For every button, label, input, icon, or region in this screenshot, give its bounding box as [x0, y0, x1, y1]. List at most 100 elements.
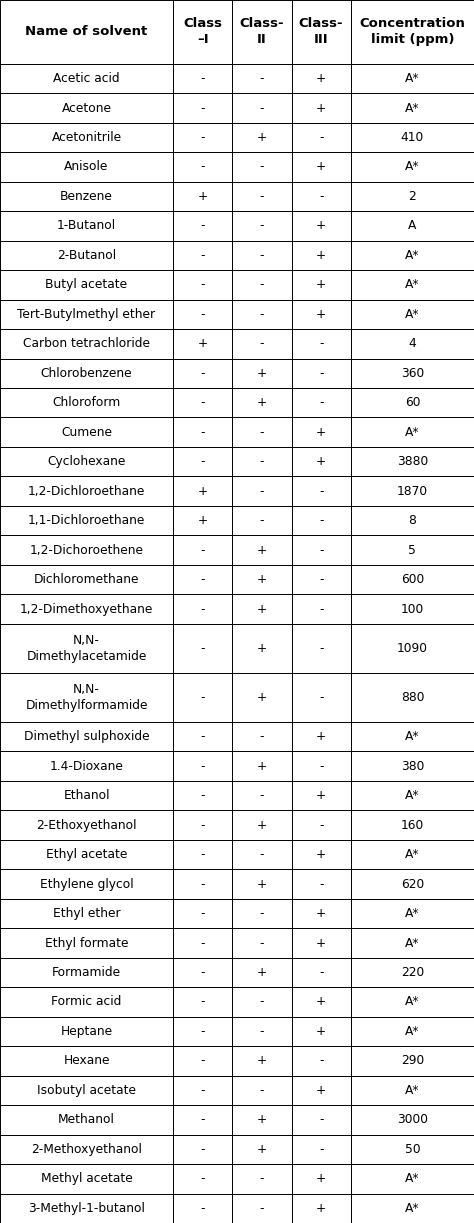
Bar: [232, 1076, 292, 1106]
Text: A*: A*: [405, 1173, 419, 1185]
Text: 50: 50: [405, 1142, 420, 1156]
Text: -: -: [319, 759, 323, 773]
Text: Carbon tetrachloride: Carbon tetrachloride: [23, 338, 150, 350]
Text: Acetone: Acetone: [62, 102, 111, 115]
Bar: [232, 388, 292, 417]
Text: -: -: [201, 455, 205, 468]
Bar: [351, 122, 474, 152]
Bar: [232, 0, 292, 64]
Bar: [292, 958, 351, 987]
Text: N,N-
Dimethylacetamide: N,N- Dimethylacetamide: [27, 634, 146, 663]
Bar: [173, 1135, 232, 1164]
Bar: [0, 1076, 173, 1106]
Text: +: +: [316, 455, 326, 468]
Bar: [232, 565, 292, 594]
Text: -: -: [201, 996, 205, 1009]
Bar: [173, 811, 232, 840]
Bar: [0, 1194, 173, 1223]
Text: -: -: [201, 789, 205, 802]
Text: -: -: [319, 514, 323, 527]
Bar: [232, 811, 292, 840]
Text: 1090: 1090: [397, 642, 428, 654]
Text: +: +: [257, 1113, 267, 1126]
Text: -: -: [319, 818, 323, 832]
Text: A*: A*: [405, 789, 419, 802]
Bar: [0, 506, 173, 536]
Text: -: -: [260, 102, 264, 115]
Bar: [292, 536, 351, 565]
Text: -: -: [201, 937, 205, 949]
Bar: [0, 182, 173, 212]
Bar: [292, 446, 351, 477]
Text: 380: 380: [401, 759, 424, 773]
Bar: [351, 781, 474, 811]
Bar: [351, 840, 474, 870]
Bar: [0, 300, 173, 329]
Bar: [232, 722, 292, 751]
Text: -: -: [260, 249, 264, 262]
Text: 220: 220: [401, 966, 424, 978]
Bar: [0, 811, 173, 840]
Text: -: -: [319, 603, 323, 615]
Bar: [173, 624, 232, 673]
Text: Formic acid: Formic acid: [51, 996, 122, 1009]
Text: -: -: [319, 691, 323, 704]
Bar: [351, 64, 474, 93]
Bar: [292, 1194, 351, 1223]
Bar: [351, 624, 474, 673]
Text: -: -: [201, 1113, 205, 1126]
Bar: [0, 870, 173, 899]
Text: 600: 600: [401, 574, 424, 586]
Text: A: A: [408, 219, 417, 232]
Bar: [173, 1046, 232, 1076]
Text: -: -: [260, 730, 264, 744]
Bar: [292, 122, 351, 152]
Bar: [351, 93, 474, 122]
Bar: [0, 0, 173, 64]
Text: 5: 5: [409, 543, 416, 556]
Text: +: +: [316, 848, 326, 861]
Text: Ethyl acetate: Ethyl acetate: [46, 848, 127, 861]
Text: 4: 4: [409, 338, 416, 350]
Text: +: +: [316, 249, 326, 262]
Text: -: -: [201, 219, 205, 232]
Text: -: -: [260, 308, 264, 320]
Text: Dimethyl sulphoxide: Dimethyl sulphoxide: [24, 730, 149, 744]
Bar: [351, 182, 474, 212]
Text: Ethyl formate: Ethyl formate: [45, 937, 128, 949]
Bar: [292, 0, 351, 64]
Bar: [232, 899, 292, 928]
Text: Benzene: Benzene: [60, 190, 113, 203]
Bar: [173, 241, 232, 270]
Text: +: +: [257, 396, 267, 410]
Bar: [351, 565, 474, 594]
Text: -: -: [201, 759, 205, 773]
Text: Concentration
limit (ppm): Concentration limit (ppm): [359, 17, 465, 46]
Text: -: -: [201, 848, 205, 861]
Bar: [173, 0, 232, 64]
Bar: [173, 122, 232, 152]
Bar: [292, 1076, 351, 1106]
Bar: [232, 122, 292, 152]
Text: A*: A*: [405, 1084, 419, 1097]
Text: -: -: [201, 1084, 205, 1097]
Text: -: -: [201, 966, 205, 978]
Text: 880: 880: [401, 691, 424, 704]
Text: A*: A*: [405, 996, 419, 1009]
Bar: [232, 1016, 292, 1046]
Text: -: -: [201, 367, 205, 380]
Text: A*: A*: [405, 907, 419, 920]
Bar: [173, 565, 232, 594]
Bar: [232, 417, 292, 446]
Text: +: +: [316, 1173, 326, 1185]
Text: -: -: [201, 131, 205, 144]
Bar: [351, 1016, 474, 1046]
Text: Ethyl ether: Ethyl ether: [53, 907, 120, 920]
Text: -: -: [260, 484, 264, 498]
Text: +: +: [198, 484, 208, 498]
Bar: [173, 64, 232, 93]
Text: 1,2-Dimethoxyethane: 1,2-Dimethoxyethane: [20, 603, 153, 615]
Text: Class-
II: Class- II: [239, 17, 284, 46]
Bar: [0, 446, 173, 477]
Text: A*: A*: [405, 1202, 419, 1214]
